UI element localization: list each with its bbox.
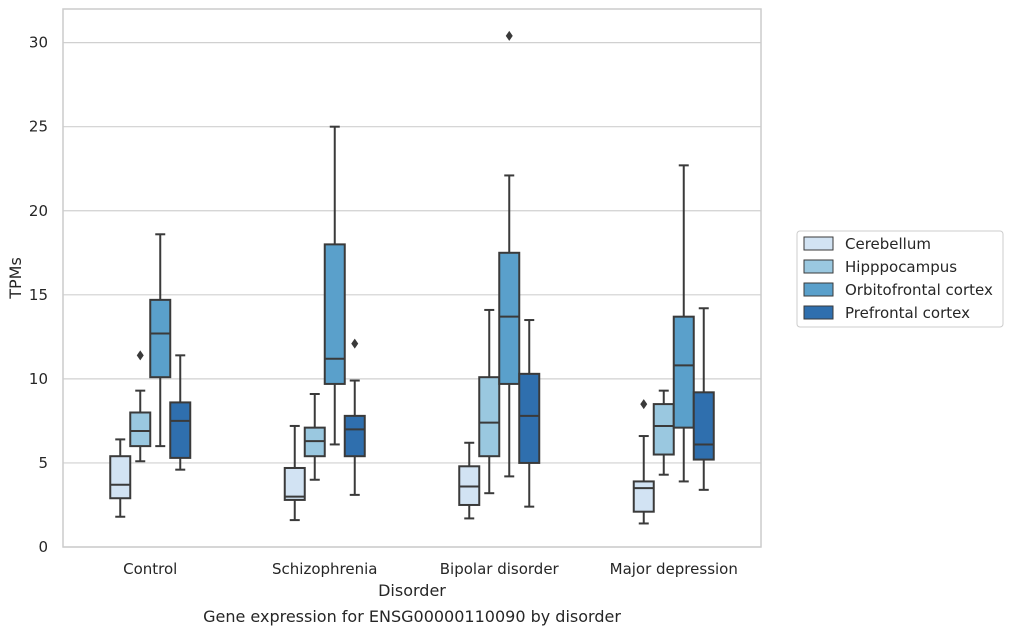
x-tick-label-2: Schizophrenia [272,560,377,578]
y-tick-label-25: 25 [29,118,48,136]
box-2-2 [303,393,326,481]
box-3-2 [478,308,501,495]
y-ticks: 0 5 10 15 20 25 30 [29,34,48,556]
box-body [672,315,695,429]
legend-swatch [803,259,834,274]
box-1-3 [149,233,172,448]
outlier-1 [640,399,648,410]
outlier-1 [505,30,513,41]
box-3-3 [498,30,521,478]
legend-label: Hipppocampus [845,258,957,276]
y-tick-label-15: 15 [29,286,48,304]
chart-caption: Gene expression for ENSG00000110090 by d… [203,607,621,626]
outlier-1 [351,338,359,349]
legend-swatch [803,282,834,297]
box-body [692,391,715,461]
legend-item-3: Orbitofrontal cortex [803,281,993,299]
box-2-1 [283,424,306,522]
x-tick-label-3: Bipolar disorder [440,560,560,578]
legend-item-1: Cerebellum [803,235,931,253]
outlier-1 [136,350,144,361]
x-ticks: Control Schizophrenia Bipolar disorder Majo… [123,560,738,578]
box-body [478,376,501,458]
boxes [109,30,715,525]
box-1-4 [169,354,192,471]
plot-frame [62,8,762,548]
legend-item-4: Prefrontal cortex [803,304,970,322]
legend-label: Orbitofrontal cortex [845,281,993,299]
y-tick-label-30: 30 [29,34,48,52]
box-body [498,251,521,385]
box-2-3 [323,125,346,446]
box-4-1 [632,399,655,525]
box-1-2 [129,350,152,463]
box-3-1 [458,441,481,520]
box-4-4 [692,307,715,491]
y-tick-label-0: 0 [38,538,48,556]
legend-swatch [803,305,834,320]
y-tick-label-10: 10 [29,370,48,388]
legend-label: Cerebellum [845,235,931,253]
box-4-3 [672,164,695,483]
legend-item-2: Hipppocampus [803,258,957,276]
x-tick-label-4: Major depression [610,560,738,578]
box-body [632,480,655,513]
x-tick-label-1: Control [123,560,177,578]
y-axis-label: TPMs [6,257,25,300]
box-body [652,403,675,456]
grid [63,42,761,548]
box-2-4 [343,338,366,496]
box-body [283,466,306,501]
x-axis-label: Disorder [378,581,446,600]
box-body [343,414,366,458]
box-4-2 [652,389,675,476]
legend-frame [796,230,1004,328]
y-tick-label-5: 5 [38,454,48,472]
box-3-4 [518,319,541,508]
legend: Cerebellum Hipppocampus Orbitofrontal cort… [796,230,1004,328]
box-body [149,298,172,379]
legend-label: Prefrontal cortex [845,304,970,322]
y-tick-label-20: 20 [29,202,48,220]
box-body [323,243,346,385]
box-body [129,411,152,448]
box-body [169,401,192,459]
box-1-1 [109,438,132,518]
box-body [109,455,132,500]
legend-swatch [803,236,834,251]
box-body [518,372,541,464]
